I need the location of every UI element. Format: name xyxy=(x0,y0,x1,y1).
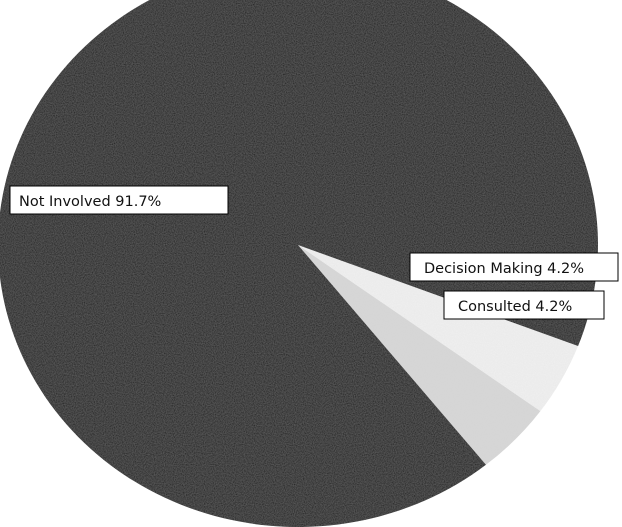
slice-consulted xyxy=(298,245,541,465)
slice-decision-making xyxy=(298,245,579,412)
label-consulted: Consulted 4.2% xyxy=(443,290,605,320)
label-decision-making: Decision Making 4.2% xyxy=(409,252,619,282)
label-decision-making-text: Decision Making 4.2% xyxy=(424,261,584,277)
label-not-involved-box xyxy=(9,185,229,215)
label-not-involved: Not Involved 91.7% xyxy=(9,185,229,215)
pie-slices xyxy=(0,0,598,527)
label-consulted-text: Consulted 4.2% xyxy=(458,299,572,315)
label-consulted-box xyxy=(443,290,605,320)
label-decision-making-box xyxy=(409,252,619,282)
label-not-involved-text: Not Involved 91.7% xyxy=(19,194,161,210)
slice-not-involved xyxy=(0,0,598,527)
